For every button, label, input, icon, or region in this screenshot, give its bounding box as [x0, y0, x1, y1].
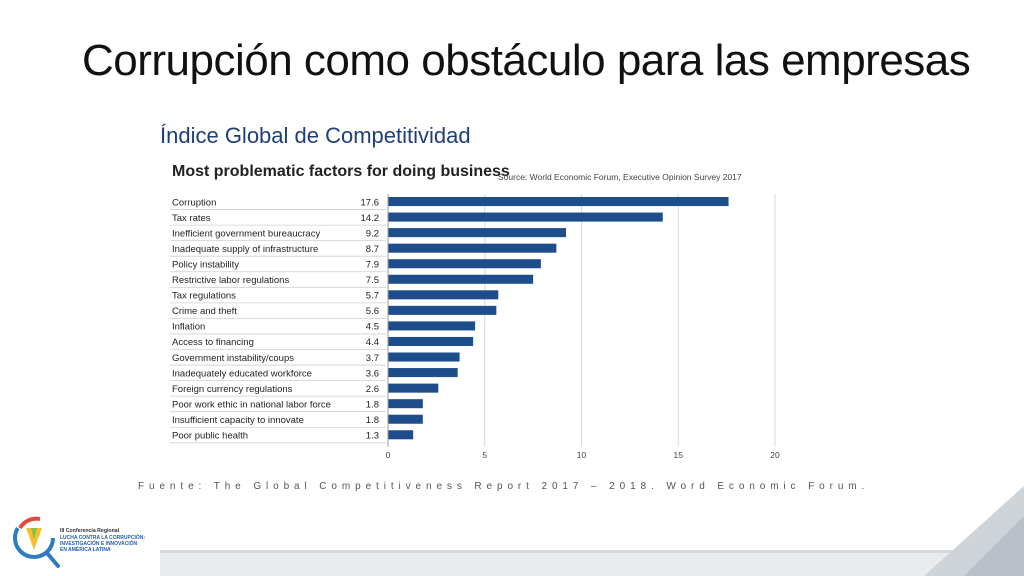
value-label: 7.9: [366, 259, 379, 270]
conference-logo: III Conferencia Regional LUCHA CONTRA LA…: [13, 516, 145, 568]
value-label: 1.8: [366, 415, 379, 426]
category-label: Tax regulations: [172, 291, 236, 302]
slide-subtitle: Índice Global de Competitividad: [160, 123, 471, 148]
bar-chart: Corruption 17.6 Tax rates 14.2 Inefficient g…: [170, 194, 780, 460]
value-label: 17.6: [361, 197, 380, 208]
bar: [388, 212, 663, 222]
bar: [388, 414, 423, 424]
category-label: Foreign currency regulations: [172, 384, 293, 395]
logo-line-3: INVESTIGACIÓN E INNOVACIÓN: [60, 539, 138, 547]
x-tick-label: 0: [386, 450, 391, 460]
bar: [388, 399, 423, 409]
bar: [388, 259, 541, 269]
value-label: 1.3: [366, 431, 379, 442]
bar: [388, 228, 567, 238]
logo-line-2: LUCHA CONTRA LA CORRUPCIÓN:: [60, 533, 145, 541]
bar: [388, 352, 460, 362]
corner-decoration: [924, 486, 1024, 576]
value-label: 5.6: [366, 306, 379, 317]
category-label: Crime and theft: [172, 306, 237, 317]
category-label: Inadequately educated workforce: [172, 368, 312, 379]
x-tick-label: 15: [674, 450, 684, 460]
value-label: 14.2: [361, 213, 380, 224]
category-label: Government instability/coups: [172, 353, 294, 364]
bar: [388, 383, 439, 393]
bar: [388, 336, 474, 346]
slide-title: Corrupción como obstáculo para las empre…: [82, 36, 971, 85]
category-label: Inefficient government bureaucracy: [172, 228, 320, 239]
value-label: 5.7: [366, 291, 379, 302]
bar: [388, 197, 729, 207]
source-line: Fuente: The Global Competitiveness Repor…: [138, 481, 870, 492]
category-label: Poor work ethic in national labor force: [172, 399, 331, 410]
bar: [388, 305, 497, 315]
x-tick-label: 5: [482, 450, 487, 460]
bar: [388, 274, 534, 284]
value-label: 1.8: [366, 399, 379, 410]
bar: [388, 290, 499, 300]
category-label: Insufficient capacity to innovate: [172, 415, 304, 426]
category-label: Tax rates: [172, 213, 211, 224]
figure-source: Source: World Economic Forum, Executive …: [498, 172, 742, 182]
bottom-decoration: [160, 550, 1024, 576]
value-label: 4.5: [366, 322, 379, 333]
bar: [388, 243, 557, 253]
category-label: Inflation: [172, 322, 205, 333]
bar: [388, 368, 458, 378]
category-label: Restrictive labor regulations: [172, 275, 289, 286]
value-label: 4.4: [366, 337, 379, 348]
value-label: 8.7: [366, 244, 379, 255]
value-label: 3.7: [366, 353, 379, 364]
logo-line-4: EN AMÉRICA LATINA: [60, 545, 111, 553]
category-label: Access to financing: [172, 337, 254, 348]
logo-line-1: III Conferencia Regional: [60, 528, 120, 534]
bar: [388, 321, 476, 331]
category-label: Corruption: [172, 197, 216, 208]
value-label: 3.6: [366, 368, 379, 379]
figure-title: Most problematic factors for doing busin…: [172, 163, 510, 180]
x-tick-label: 10: [577, 450, 587, 460]
category-label: Inadequate supply of infrastructure: [172, 244, 318, 255]
value-label: 7.5: [366, 275, 379, 286]
category-label: Policy instability: [172, 259, 239, 270]
logo-mark-icon: [13, 516, 60, 568]
value-label: 2.6: [366, 384, 379, 395]
x-tick-label: 20: [770, 450, 780, 460]
category-label: Poor public health: [172, 431, 248, 442]
value-label: 9.2: [366, 228, 379, 239]
bar: [388, 430, 414, 440]
